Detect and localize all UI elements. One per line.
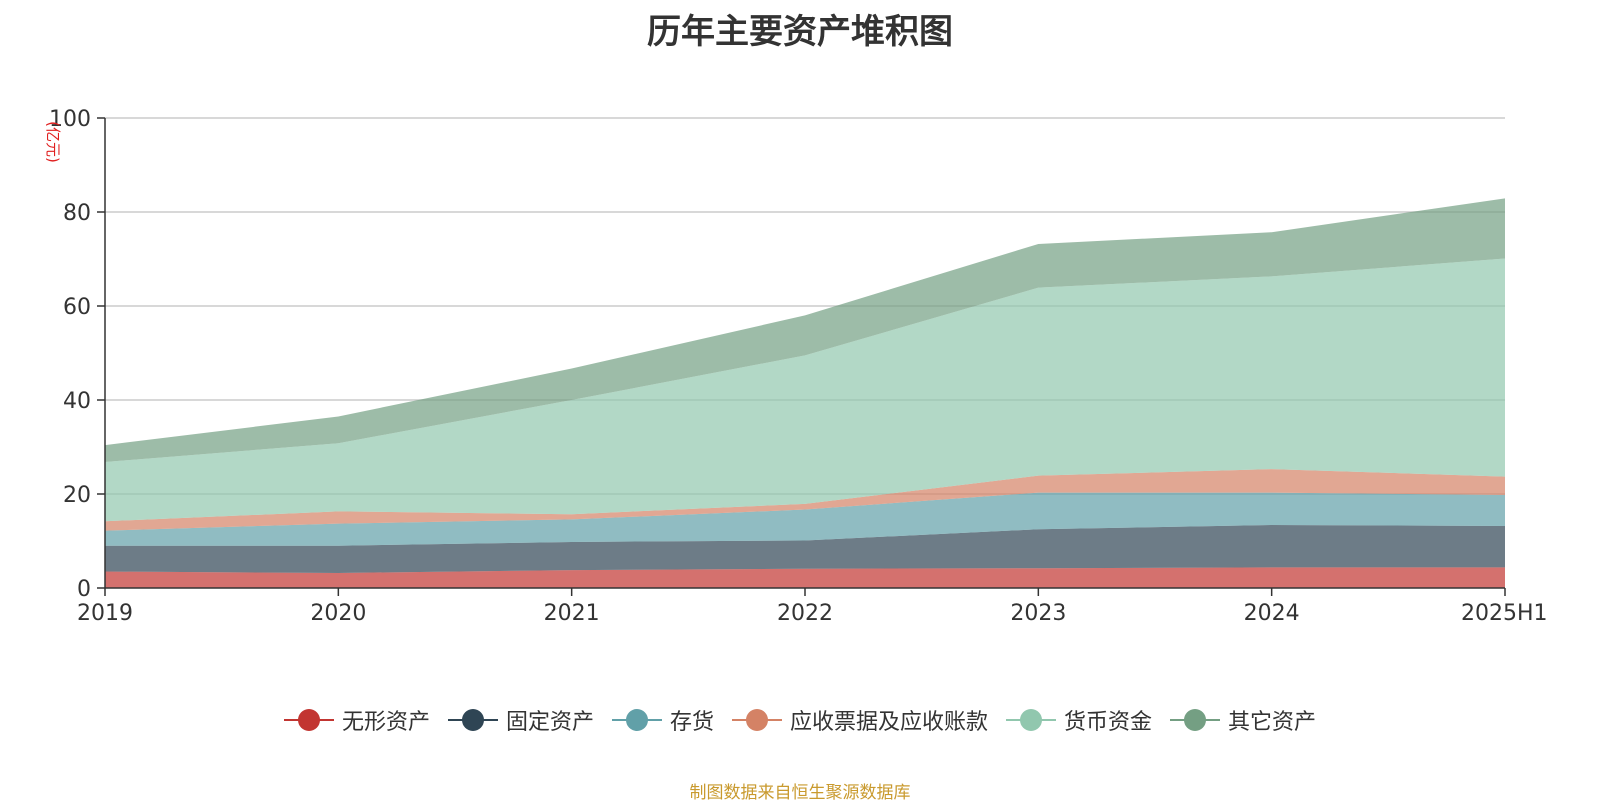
axes: 0 20 40 60 80 100 2019 2020 2021 2022 2023 2024 2025…	[49, 107, 1548, 626]
legend: 无形资产 固定资产 存货 应收票据及应收账款 货币资金 其它资产	[0, 704, 1600, 736]
y-tick-label: 100	[49, 107, 91, 132]
legend-marker-icon	[283, 707, 334, 733]
legend-item[interactable]: 货币资金	[1006, 704, 1152, 736]
y-tick-label: 0	[77, 577, 91, 602]
legend-label: 固定资产	[505, 710, 594, 735]
legend-label: 存货	[669, 710, 714, 735]
area-series-3	[105, 492, 1505, 546]
legend-item[interactable]: 应收票据及应收账款	[732, 704, 988, 736]
legend-label: 货币资金	[1064, 710, 1153, 735]
legend-dot	[1184, 709, 1207, 731]
data-source-note: 制图数据来自恒生聚源数据库	[689, 783, 911, 803]
legend-marker-icon	[1006, 707, 1057, 733]
area-series-1	[105, 567, 1505, 588]
legend-item[interactable]: 无形资产	[283, 704, 430, 736]
legend-marker-icon	[732, 707, 782, 733]
chart-title: 历年主要资产堆积图	[647, 12, 953, 52]
area-series-5	[105, 258, 1505, 522]
area-series-6	[105, 198, 1505, 463]
x-tick-label: 2023	[1010, 601, 1066, 626]
y-tick-label: 40	[63, 389, 91, 414]
stacked-areas	[105, 198, 1505, 588]
legend-label: 无形资产	[341, 710, 430, 735]
legend-marker-icon	[447, 707, 498, 733]
x-tick-label: 2024	[1244, 601, 1300, 626]
x-tick-label: 2022	[777, 601, 833, 626]
legend-item[interactable]: 固定资产	[447, 704, 594, 736]
legend-item[interactable]: 其它资产	[1170, 704, 1316, 736]
legend-dot	[297, 709, 320, 731]
x-tick-label: 2020	[310, 601, 366, 626]
x-tick-label: 2025H1	[1461, 601, 1548, 626]
y-tick-label: 60	[63, 295, 91, 320]
y-tick-label: 20	[63, 483, 91, 508]
legend-label: 应收票据及应收账款	[790, 710, 989, 735]
legend-label: 其它资产	[1228, 710, 1317, 735]
y-tick-label: 80	[63, 201, 91, 226]
legend-item[interactable]: 存货	[611, 704, 714, 736]
legend-marker-icon	[611, 707, 662, 733]
area-series-4	[105, 469, 1505, 531]
legend-dot	[625, 709, 648, 731]
legend-dot	[461, 709, 484, 731]
x-tick-label: 2021	[544, 601, 600, 626]
area-series-2	[105, 525, 1505, 573]
x-tick-label: 2019	[77, 601, 133, 626]
legend-marker-icon	[1170, 707, 1221, 733]
legend-dot	[746, 709, 768, 731]
legend-dot	[1020, 709, 1043, 731]
y-axis-unit-label: (亿元)	[44, 121, 62, 163]
